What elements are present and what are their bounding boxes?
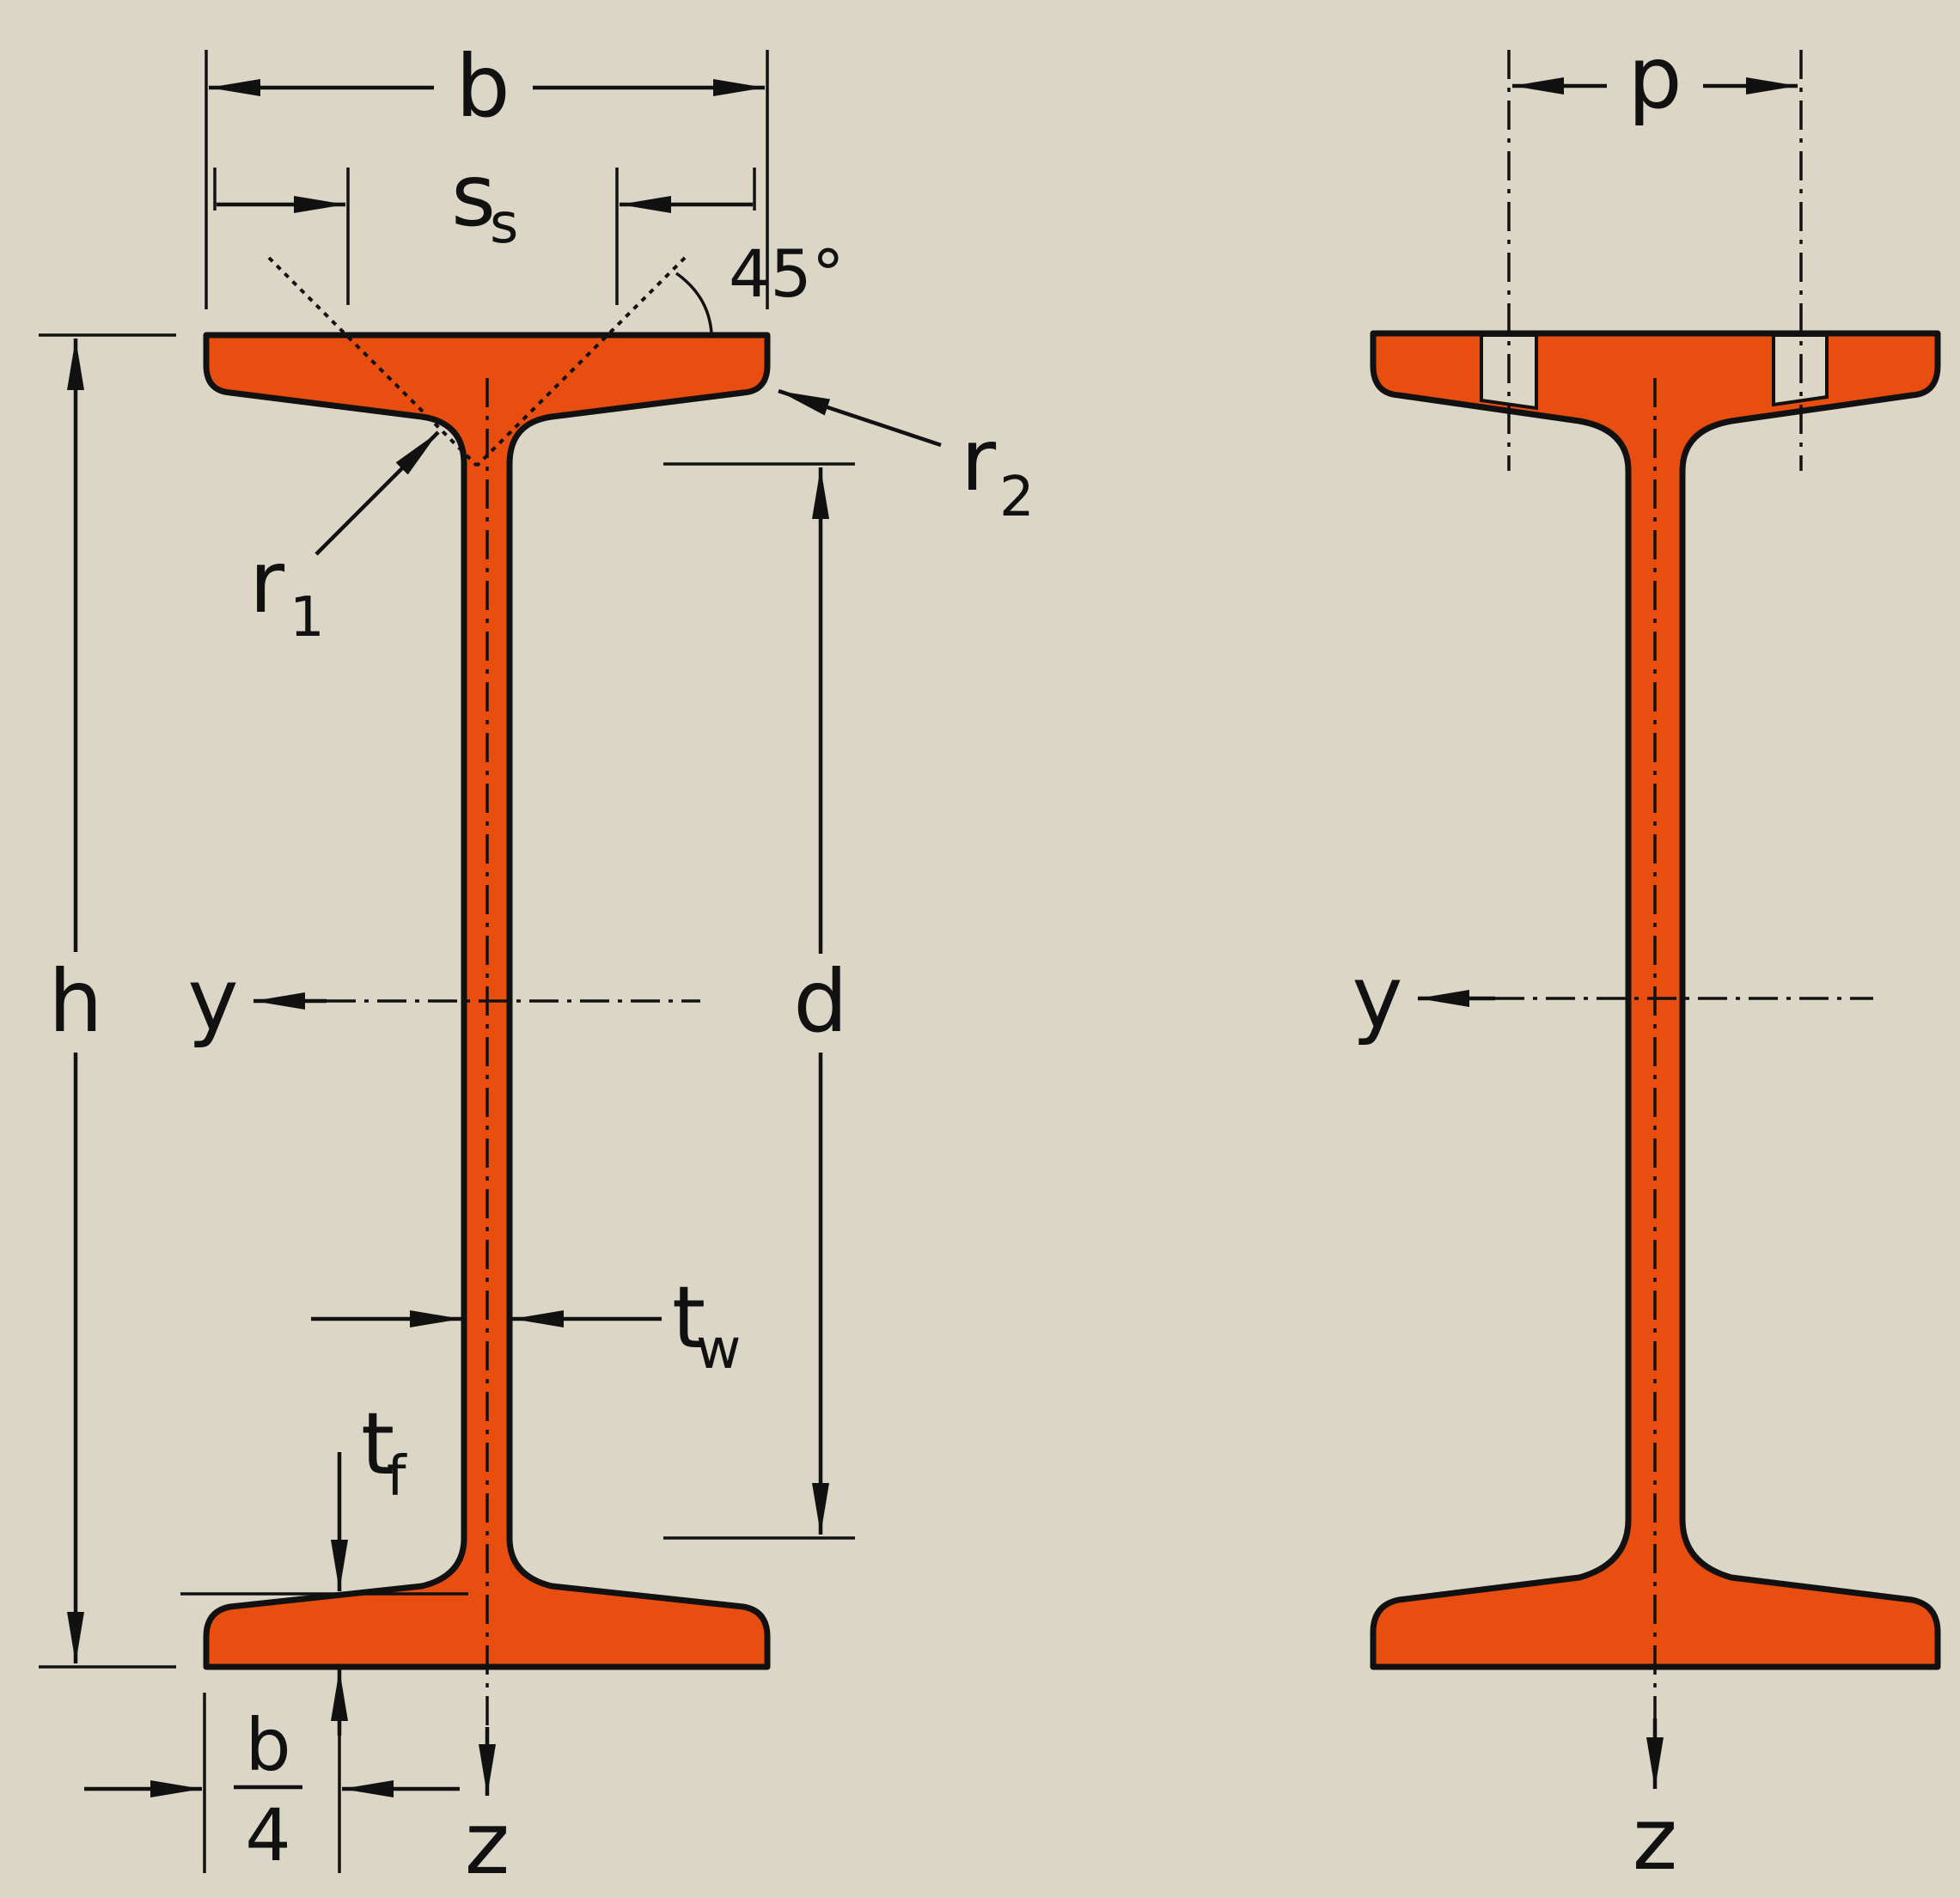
r2-leader: [778, 388, 942, 448]
label-ss-main: s: [451, 145, 496, 246]
label-tw-sub: w: [696, 1318, 741, 1382]
label-h: h: [48, 951, 102, 1052]
label-tf-sub: f: [387, 1445, 407, 1509]
label-z-right: z: [1633, 1789, 1678, 1889]
label-r2-sub: 2: [999, 466, 1035, 529]
label-b4-denominator: 4: [245, 1793, 290, 1877]
label-ss-sub: s: [490, 192, 518, 256]
label-b: b: [455, 36, 510, 137]
label-tw-main: t: [672, 1267, 705, 1368]
label-tf-main: t: [361, 1394, 394, 1494]
label-p: p: [1627, 27, 1682, 128]
label-r1-main: r: [249, 532, 285, 632]
angle-arc: [675, 272, 713, 334]
label-z-left: z: [465, 1793, 510, 1894]
label-angle-45: 45°: [729, 235, 845, 312]
label-b4-numerator: b: [245, 1703, 290, 1787]
slope-line-left: [267, 256, 479, 467]
label-d: d: [793, 951, 847, 1052]
label-r2-main: r: [961, 410, 997, 510]
r1-leader: [314, 430, 440, 556]
label-y-left: y: [187, 949, 238, 1050]
label-y-right: y: [1352, 947, 1402, 1047]
label-r1-sub: 1: [290, 586, 325, 650]
slope-line-right: [475, 256, 687, 467]
